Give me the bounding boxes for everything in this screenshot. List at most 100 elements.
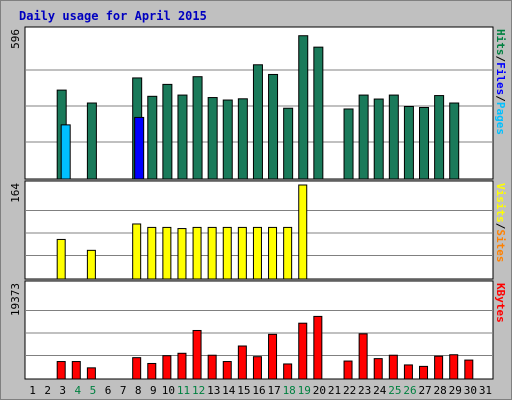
- bar-kbytes-day-3: [56, 361, 66, 380]
- bar-kbytes-day-14: [222, 361, 232, 380]
- y-axis-label: Visits/Sites: [494, 183, 507, 263]
- bar-files-day-8: [134, 116, 145, 180]
- x-tick-label: 8: [135, 384, 142, 397]
- bar-hits-day-18: [283, 107, 294, 180]
- bar-kbytes-day-29: [449, 354, 459, 380]
- y-label-part: Pages: [494, 102, 507, 135]
- x-tick-label: 29: [449, 384, 462, 397]
- x-tick-label: 25: [388, 384, 401, 397]
- x-tick-label: 1: [29, 384, 36, 397]
- bar-kbytes-day-27: [419, 365, 429, 380]
- x-tick-label: 3: [59, 384, 66, 397]
- bar-visits-day-17: [268, 226, 278, 280]
- bar-kbytes-day-15: [237, 345, 247, 380]
- bar-hits-day-13: [207, 97, 218, 180]
- bar-kbytes-day-9: [147, 362, 157, 380]
- y-axis-label: Hits/Files/Pages: [494, 29, 507, 135]
- bar-visits-day-5: [86, 249, 96, 280]
- x-tick-label: 31: [479, 384, 492, 397]
- bar-kbytes-day-25: [388, 354, 398, 380]
- x-tick-label: 30: [464, 384, 477, 397]
- y-axis-label: KBytes: [494, 283, 507, 323]
- y-label-part: Sites: [494, 229, 507, 262]
- bar-visits-day-12: [192, 226, 202, 280]
- x-tick-label: 10: [162, 384, 175, 397]
- x-tick-label: 22: [343, 384, 356, 397]
- bar-kbytes-day-12: [192, 329, 202, 380]
- bar-hits-day-20: [313, 46, 324, 180]
- bar-hits-day-5: [86, 102, 97, 180]
- bar-hits-day-22: [343, 108, 354, 180]
- bar-hits-day-10: [162, 83, 173, 180]
- x-tick-label: 7: [120, 384, 127, 397]
- bar-visits-day-9: [147, 226, 157, 280]
- x-tick-label: 15: [237, 384, 250, 397]
- bar-hits-day-25: [388, 94, 399, 180]
- bar-visits-day-13: [207, 226, 217, 280]
- bar-kbytes-day-4: [71, 361, 81, 380]
- x-tick-label: 14: [222, 384, 236, 397]
- bar-kbytes-day-10: [162, 355, 172, 380]
- bar-kbytes-day-26: [403, 364, 413, 380]
- x-tick-label: 12: [192, 384, 205, 397]
- x-tick-label: 26: [403, 384, 416, 397]
- x-tick-label: 2: [44, 384, 51, 397]
- bar-hits-day-19: [298, 35, 309, 180]
- bar-hits-day-17: [268, 73, 279, 180]
- y-label-part: KBytes: [494, 283, 507, 323]
- chart-title: Daily usage for April 2015: [19, 9, 207, 23]
- bar-hits-day-29: [449, 102, 460, 180]
- y-label-separator: /: [494, 56, 507, 63]
- bar-kbytes-day-30: [464, 359, 474, 380]
- bar-pages-day-3: [60, 124, 71, 180]
- bar-hits-day-14: [222, 99, 233, 180]
- y-label-part: Visits: [494, 183, 507, 223]
- bar-kbytes-day-24: [373, 358, 383, 380]
- bar-kbytes-day-20: [313, 315, 323, 380]
- bar-hits-day-15: [237, 98, 248, 180]
- x-tick-label: 9: [150, 384, 157, 397]
- bar-visits-day-14: [222, 226, 232, 280]
- bar-kbytes-day-23: [358, 333, 368, 380]
- bar-hits-day-16: [252, 64, 263, 180]
- panel-sites: 164 Visits/Sites: [9, 180, 507, 280]
- bar-hits-day-27: [419, 106, 430, 180]
- y-label-separator: /: [494, 95, 507, 102]
- panel-traffic: 596 Hits/Files/Pages: [9, 26, 507, 180]
- x-tick-label: 21: [328, 384, 341, 397]
- bar-kbytes-day-8: [132, 357, 142, 380]
- bar-visits-day-18: [283, 226, 293, 280]
- panel-kbytes: 19373 KBytes: [9, 280, 507, 380]
- y-label-separator: /: [494, 223, 507, 230]
- bar-visits-day-16: [252, 226, 262, 280]
- bar-kbytes-day-16: [252, 356, 262, 380]
- bar-kbytes-day-28: [434, 355, 444, 380]
- x-tick-label: 13: [207, 384, 220, 397]
- x-tick-label: 23: [358, 384, 371, 397]
- bar-kbytes-day-13: [207, 354, 217, 380]
- bar-visits-day-11: [177, 228, 187, 280]
- x-tick-label: 18: [283, 384, 296, 397]
- bar-kbytes-day-22: [343, 360, 353, 380]
- y-max-label: 19373: [9, 283, 22, 316]
- bar-hits-day-12: [192, 76, 203, 180]
- bar-visits-day-8: [132, 223, 142, 280]
- bar-kbytes-day-19: [298, 322, 308, 380]
- y-label-part: Hits: [494, 29, 507, 56]
- x-tick-label: 20: [313, 384, 326, 397]
- bar-hits-day-24: [373, 98, 384, 180]
- x-tick-labels: 1 2 3 4 5 6 7 8 9 10 11 12 13 14 15 16 17 18 19 20 21 22 23 24 2…: [29, 384, 492, 397]
- x-tick-label: 16: [252, 384, 265, 397]
- x-tick-label: 5: [90, 384, 97, 397]
- x-tick-label: 24: [373, 384, 387, 397]
- bar-kbytes-day-5: [86, 367, 96, 380]
- bar-hits-day-26: [403, 105, 414, 180]
- bar-visits-day-19: [298, 184, 308, 280]
- y-max-label: 164: [9, 183, 22, 203]
- x-tick-label: 6: [105, 384, 112, 397]
- bar-hits-day-11: [177, 94, 188, 180]
- x-tick-label: 19: [298, 384, 311, 397]
- y-max-label: 596: [9, 29, 22, 49]
- bar-kbytes-day-11: [177, 352, 187, 380]
